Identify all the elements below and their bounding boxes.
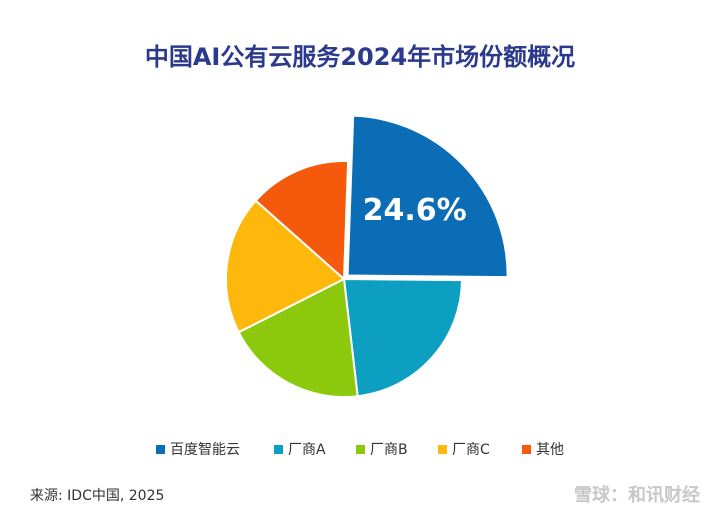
pie-slice: [225, 199, 346, 334]
legend-swatch: [156, 445, 165, 454]
pie-slice: [342, 277, 464, 398]
data-label: 24.6%: [363, 193, 467, 228]
legend-label: 厂商C: [452, 442, 490, 458]
legend-label: 厂商B: [370, 442, 408, 458]
pie-slice: [254, 160, 350, 282]
legend-swatch: [522, 445, 531, 454]
watermark: 雪球：和讯财经: [574, 484, 700, 506]
pie-slice: [346, 114, 509, 279]
pie-slice: [237, 277, 359, 398]
chart-title: 中国AI公有云服务2024年市场份额概况: [145, 43, 575, 71]
legend-swatch: [438, 445, 447, 454]
legend-swatch: [274, 445, 283, 454]
legend-label: 百度智能云: [170, 442, 240, 458]
legend-label: 厂商A: [288, 442, 326, 458]
legend-swatch: [356, 445, 365, 454]
source: 来源: IDC中国, 2025: [30, 488, 164, 504]
legend-label: 其他: [536, 442, 564, 458]
